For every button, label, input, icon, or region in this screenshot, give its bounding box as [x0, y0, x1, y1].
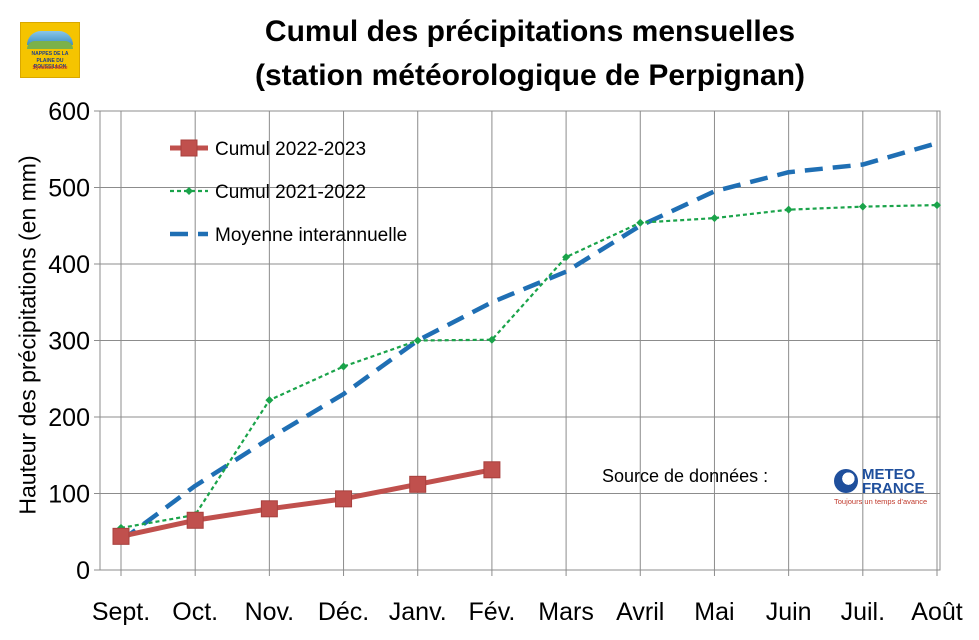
logo-hill-shape — [27, 41, 73, 49]
logo-text-2: PLAINE DU ROUSSILLON — [33, 58, 67, 70]
data-point — [413, 336, 422, 345]
nappes-logo: NAPPES DE LA PLAINE DU ROUSSILLON Syndic… — [20, 22, 80, 78]
logo-text-3: Syndicat Mixte — [32, 65, 68, 71]
x-tick-label: Juin — [766, 598, 812, 626]
x-tick-label: Nov. — [245, 598, 295, 626]
x-tick-label: Août — [911, 598, 962, 626]
x-tick-label: Sept. — [92, 598, 150, 626]
y-tick-label: 0 — [76, 557, 90, 585]
x-tick-label: Oct. — [172, 598, 218, 626]
x-tick-label: Mai — [694, 598, 734, 626]
y-tick-label: 400 — [48, 251, 90, 279]
source-annotation: Source de données : — [602, 466, 769, 486]
meteo-logo-tagline: Toujours un temps d'avance — [834, 497, 928, 506]
chart-title: Cumul des précipitations mensuelles — [264, 15, 796, 48]
y-axis-label: Hauteur des précipitations (en mm) — [14, 155, 41, 515]
x-tick-label: Juil. — [841, 598, 885, 626]
data-point — [180, 139, 198, 157]
y-tick-label: 600 — [48, 98, 90, 126]
legend-label: Cumul 2021-2022 — [215, 182, 366, 203]
data-point — [335, 490, 353, 508]
y-tick-label: 500 — [48, 175, 90, 203]
legend-label: Moyenne interannuelle — [215, 225, 407, 246]
series-line — [120, 467, 493, 539]
data-point — [562, 253, 571, 262]
data-point — [265, 396, 274, 405]
data-point — [784, 205, 793, 214]
meteo-logo-text-2: FRANCE — [862, 480, 925, 497]
logo-text-1: NAPPES DE LA — [31, 51, 69, 57]
data-point — [858, 202, 867, 211]
data-point — [636, 218, 645, 227]
x-tick-label: Janv. — [389, 598, 447, 626]
data-point — [710, 214, 719, 223]
data-point — [186, 511, 204, 529]
x-tick-label: Mars — [538, 598, 594, 626]
x-tick-label: Avril — [616, 598, 664, 626]
meteo-globe-icon — [834, 469, 858, 493]
data-point — [112, 527, 130, 545]
data-point — [260, 500, 278, 518]
meteo-logo-text-1: METEO — [862, 466, 916, 483]
data-point — [185, 187, 193, 195]
chart-subtitle: (station météorologique de Perpignan) — [254, 59, 806, 92]
x-tick-label: Déc. — [318, 598, 369, 626]
y-tick-label: 300 — [48, 328, 90, 356]
meteo-france-logo: METEO FRANCE Toujours un temps d'avance — [832, 466, 932, 508]
data-point — [933, 201, 941, 210]
legend-label: Cumul 2022-2023 — [215, 139, 366, 160]
data-point — [487, 335, 496, 344]
x-tick-label: Fév. — [469, 598, 516, 626]
y-tick-label: 100 — [48, 481, 90, 509]
data-point — [409, 475, 427, 493]
series-line — [120, 203, 938, 530]
y-tick-label: 200 — [48, 404, 90, 432]
data-point — [483, 461, 501, 479]
data-point — [339, 362, 348, 371]
series-line — [119, 140, 938, 543]
